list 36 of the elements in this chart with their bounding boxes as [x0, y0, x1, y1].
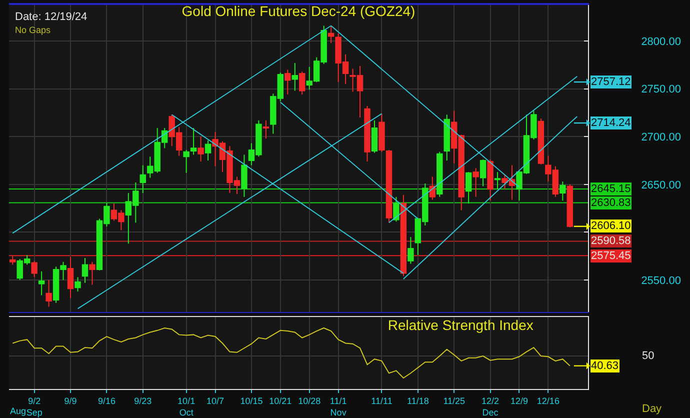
text: Day	[642, 403, 662, 415]
y-tick-label: 2550.00	[641, 274, 681, 287]
annotation: Date: 12/19/24	[15, 11, 88, 23]
x-tick-label: 9/2 Sep	[26, 396, 42, 418]
x-tick-label: 10/28	[298, 396, 321, 406]
text: 40.63	[591, 360, 619, 372]
x-tick-label: 11/25	[443, 396, 466, 406]
ref-line-label: 2590.58	[591, 235, 631, 247]
x-tick-label: 12/2 Dec	[482, 396, 500, 418]
x-tick-label: 10/15	[240, 396, 263, 406]
text: Aug	[10, 406, 26, 416]
text: 2606.10	[591, 220, 631, 232]
x-tick-label: 9/16	[98, 396, 116, 406]
chart-title: Relative Strength Index	[388, 316, 534, 333]
x-tick-label: 12/9	[510, 396, 528, 406]
ref-line-label: 2575.45	[591, 250, 631, 262]
x-tick-label: 12/16	[536, 396, 560, 406]
x-tick-label: 10/1 Oct	[178, 396, 196, 418]
y-tick-label: 2700.00	[641, 131, 681, 144]
y-tick-label: 2750.00	[641, 84, 681, 96]
data-label: 2757.12	[591, 76, 631, 88]
x-tick-label: 9/9	[64, 396, 77, 406]
annotation: No Gaps	[15, 25, 52, 35]
x-tick-label: 10/21	[269, 396, 292, 406]
x-tick-label: 11/11	[371, 396, 392, 406]
text: 50	[642, 350, 654, 362]
y-tick-label: 2800.00	[641, 36, 681, 48]
x-tick-label: 9/23	[134, 396, 152, 406]
x-tick-label: 10/7	[206, 396, 224, 406]
chart-title: Gold Online Futures Dec-24 (GOZ24)	[182, 2, 416, 19]
data-label: 2714.24	[591, 117, 631, 129]
ref-line-label: 2630.83	[591, 197, 631, 209]
y-tick-label: 2650.00	[641, 179, 681, 192]
x-tick-label: 11/18	[406, 396, 429, 406]
x-tick-label: 11/1 Nov	[330, 396, 347, 418]
ref-line-label: 2645.15	[591, 183, 631, 195]
